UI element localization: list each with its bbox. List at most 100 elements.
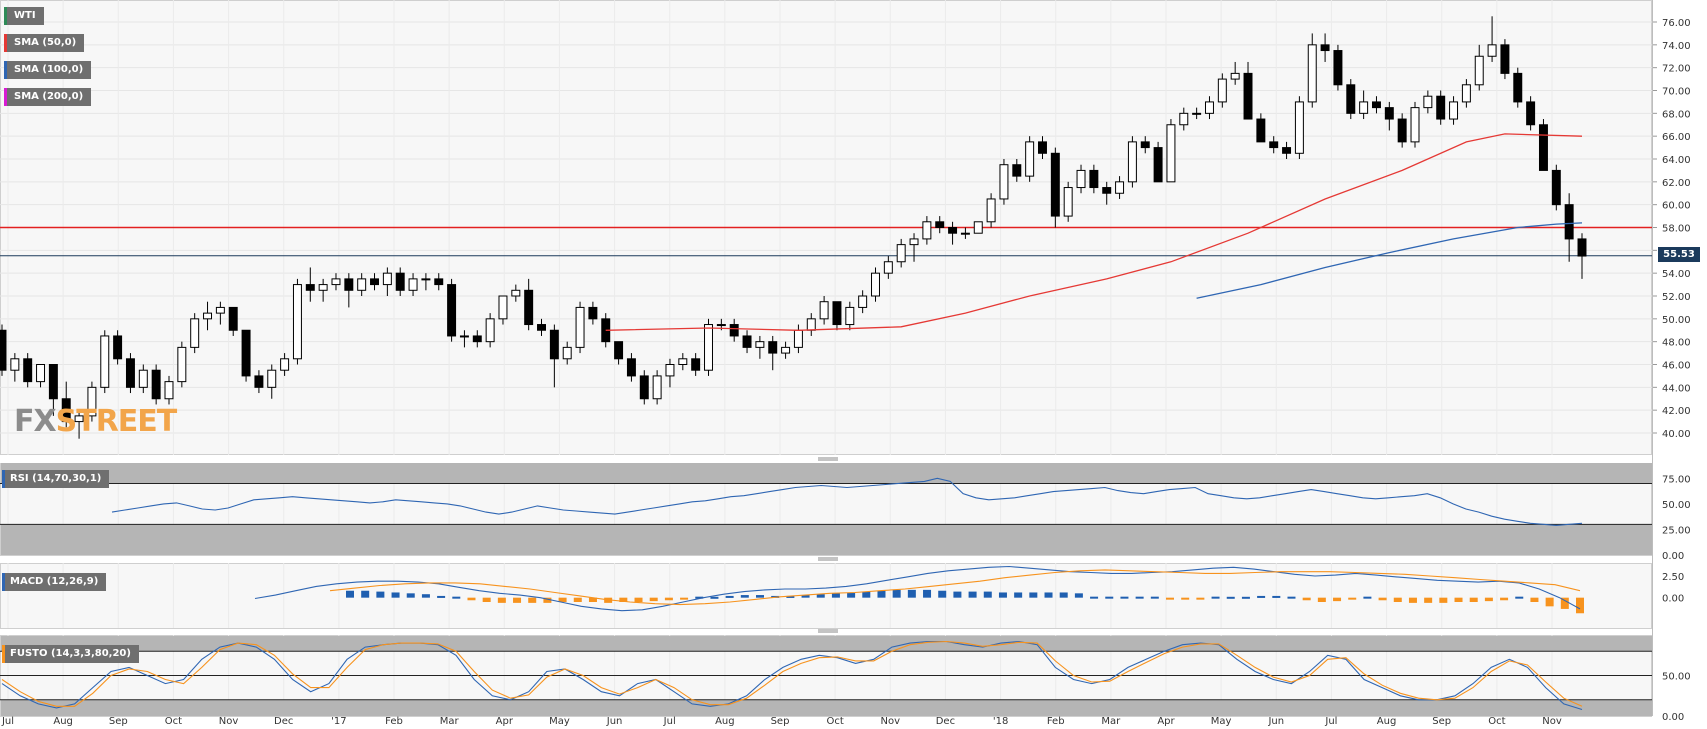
candle-body bbox=[267, 369, 277, 388]
legend-sma200[interactable]: SMA (200,0) bbox=[4, 88, 92, 106]
x-tick-label: '18 bbox=[993, 716, 1008, 727]
macd-histogram-bar bbox=[953, 591, 962, 598]
macd-histogram-bar bbox=[437, 595, 446, 598]
x-tick-label: '17 bbox=[331, 716, 346, 727]
legend-symbol[interactable]: WTI bbox=[4, 7, 44, 25]
candle-body bbox=[575, 306, 585, 348]
candle-body bbox=[781, 346, 791, 354]
macd-tick-label: 2.50 bbox=[1662, 572, 1684, 583]
fusto-oversold-zone bbox=[1, 699, 1652, 716]
macd-histogram-bar bbox=[1226, 596, 1235, 599]
sma-line-1 bbox=[1196, 222, 1583, 299]
price-tick-label: 62.00 bbox=[1662, 178, 1691, 189]
fusto-line-1 bbox=[1, 640, 1583, 707]
legend-sma200-label: SMA (200,0) bbox=[14, 91, 84, 102]
x-tick-label: Aug bbox=[715, 716, 735, 727]
rsi-pane-label[interactable]: RSI (14,70,30,1) bbox=[2, 470, 110, 488]
candle-body bbox=[498, 295, 508, 320]
macd-histogram-bar bbox=[1105, 596, 1114, 599]
x-tick-label: Nov bbox=[1542, 716, 1562, 727]
macd-histogram-bar bbox=[725, 595, 734, 598]
price-tick-label: 50.00 bbox=[1662, 315, 1691, 326]
candle-body bbox=[292, 284, 302, 360]
candle-body bbox=[421, 278, 431, 281]
candle-body bbox=[61, 398, 71, 423]
macd-histogram-bar bbox=[467, 597, 476, 601]
candle-body bbox=[151, 369, 161, 400]
legend-sma200-swatch bbox=[4, 88, 7, 106]
price-tick-label: 68.00 bbox=[1662, 109, 1691, 120]
candle-body bbox=[87, 386, 97, 417]
macd-histogram-bar bbox=[816, 594, 825, 598]
price-tick-label: 52.00 bbox=[1662, 292, 1691, 303]
candle-body bbox=[254, 375, 264, 388]
candle-body bbox=[305, 284, 315, 291]
candle-body bbox=[1204, 101, 1214, 114]
macd-histogram-bar bbox=[1408, 597, 1417, 603]
macd-histogram-bar bbox=[1150, 596, 1159, 599]
price-tick-label: 74.00 bbox=[1662, 41, 1691, 52]
legend-sma100[interactable]: SMA (100,0) bbox=[4, 61, 92, 79]
candle-body bbox=[36, 364, 46, 383]
candle-body bbox=[1307, 44, 1317, 103]
candle-body bbox=[1256, 118, 1266, 143]
candle-body bbox=[832, 301, 842, 326]
macd-histogram-bar bbox=[346, 590, 354, 598]
macd-histogram-bar bbox=[1257, 595, 1266, 598]
macd-histogram-bar bbox=[1317, 597, 1326, 602]
macd-histogram-bar bbox=[619, 597, 628, 602]
candle-body bbox=[1243, 72, 1253, 120]
candle-body bbox=[1153, 147, 1163, 183]
fusto-pane-label[interactable]: FUSTO (14,3,3,80,20) bbox=[2, 645, 139, 663]
candle-body bbox=[716, 324, 726, 327]
legend-symbol-swatch bbox=[4, 7, 7, 25]
candle-body bbox=[1487, 44, 1497, 57]
macd-histogram-bar bbox=[649, 597, 658, 602]
macd-histogram-bar bbox=[1135, 596, 1144, 599]
macd-pane-label[interactable]: MACD (12,26,9) bbox=[2, 573, 107, 591]
candle-body bbox=[1513, 72, 1523, 103]
macd-histogram-bar bbox=[1576, 597, 1584, 614]
macd-histogram-bar bbox=[1545, 597, 1554, 607]
macd-histogram-bar bbox=[877, 590, 886, 598]
candle-body bbox=[395, 272, 405, 291]
candle-body bbox=[652, 375, 662, 400]
price-tick-label: 42.00 bbox=[1662, 406, 1691, 417]
candle-body bbox=[203, 312, 213, 320]
candle-body bbox=[177, 346, 187, 383]
candle-body bbox=[793, 329, 803, 348]
candle-body bbox=[1282, 147, 1292, 154]
candle-body bbox=[1050, 152, 1060, 217]
price-tick-label: 48.00 bbox=[1662, 338, 1691, 349]
macd-histogram-bar bbox=[1074, 593, 1083, 598]
candle-body bbox=[678, 358, 688, 365]
candle-body bbox=[626, 358, 636, 377]
candle-body bbox=[1063, 187, 1073, 217]
macd-label-text: MACD (12,26,9) bbox=[10, 576, 99, 587]
macd-histogram-bar bbox=[361, 590, 370, 598]
candle-body bbox=[408, 278, 418, 291]
legend-sma50[interactable]: SMA (50,0) bbox=[4, 34, 85, 52]
price-tick-label: 46.00 bbox=[1662, 361, 1691, 372]
price-tick-label: 70.00 bbox=[1662, 87, 1691, 98]
candle-body bbox=[755, 341, 765, 348]
sma-line-0 bbox=[605, 133, 1583, 331]
candle-body bbox=[1474, 55, 1484, 86]
price-tick-label: 58.00 bbox=[1662, 224, 1691, 235]
candle-body bbox=[280, 358, 290, 371]
x-tick-label: Dec bbox=[936, 716, 955, 727]
candle-body bbox=[344, 278, 354, 291]
candle-body bbox=[806, 318, 816, 331]
candle-body bbox=[215, 306, 225, 314]
x-tick-label: Mar bbox=[1101, 716, 1121, 727]
candle-body bbox=[768, 341, 778, 354]
macd-histogram-bar bbox=[513, 597, 522, 603]
macd-histogram-bar bbox=[756, 595, 764, 598]
macd-histogram-bar bbox=[1211, 596, 1220, 599]
fxstreet-logo: FXSTREET bbox=[14, 404, 177, 439]
candle-body bbox=[1526, 101, 1536, 126]
x-tick-label: May bbox=[549, 716, 570, 727]
candle-body bbox=[614, 341, 624, 360]
candle-body bbox=[960, 232, 970, 235]
macd-histogram-bar bbox=[938, 590, 947, 598]
